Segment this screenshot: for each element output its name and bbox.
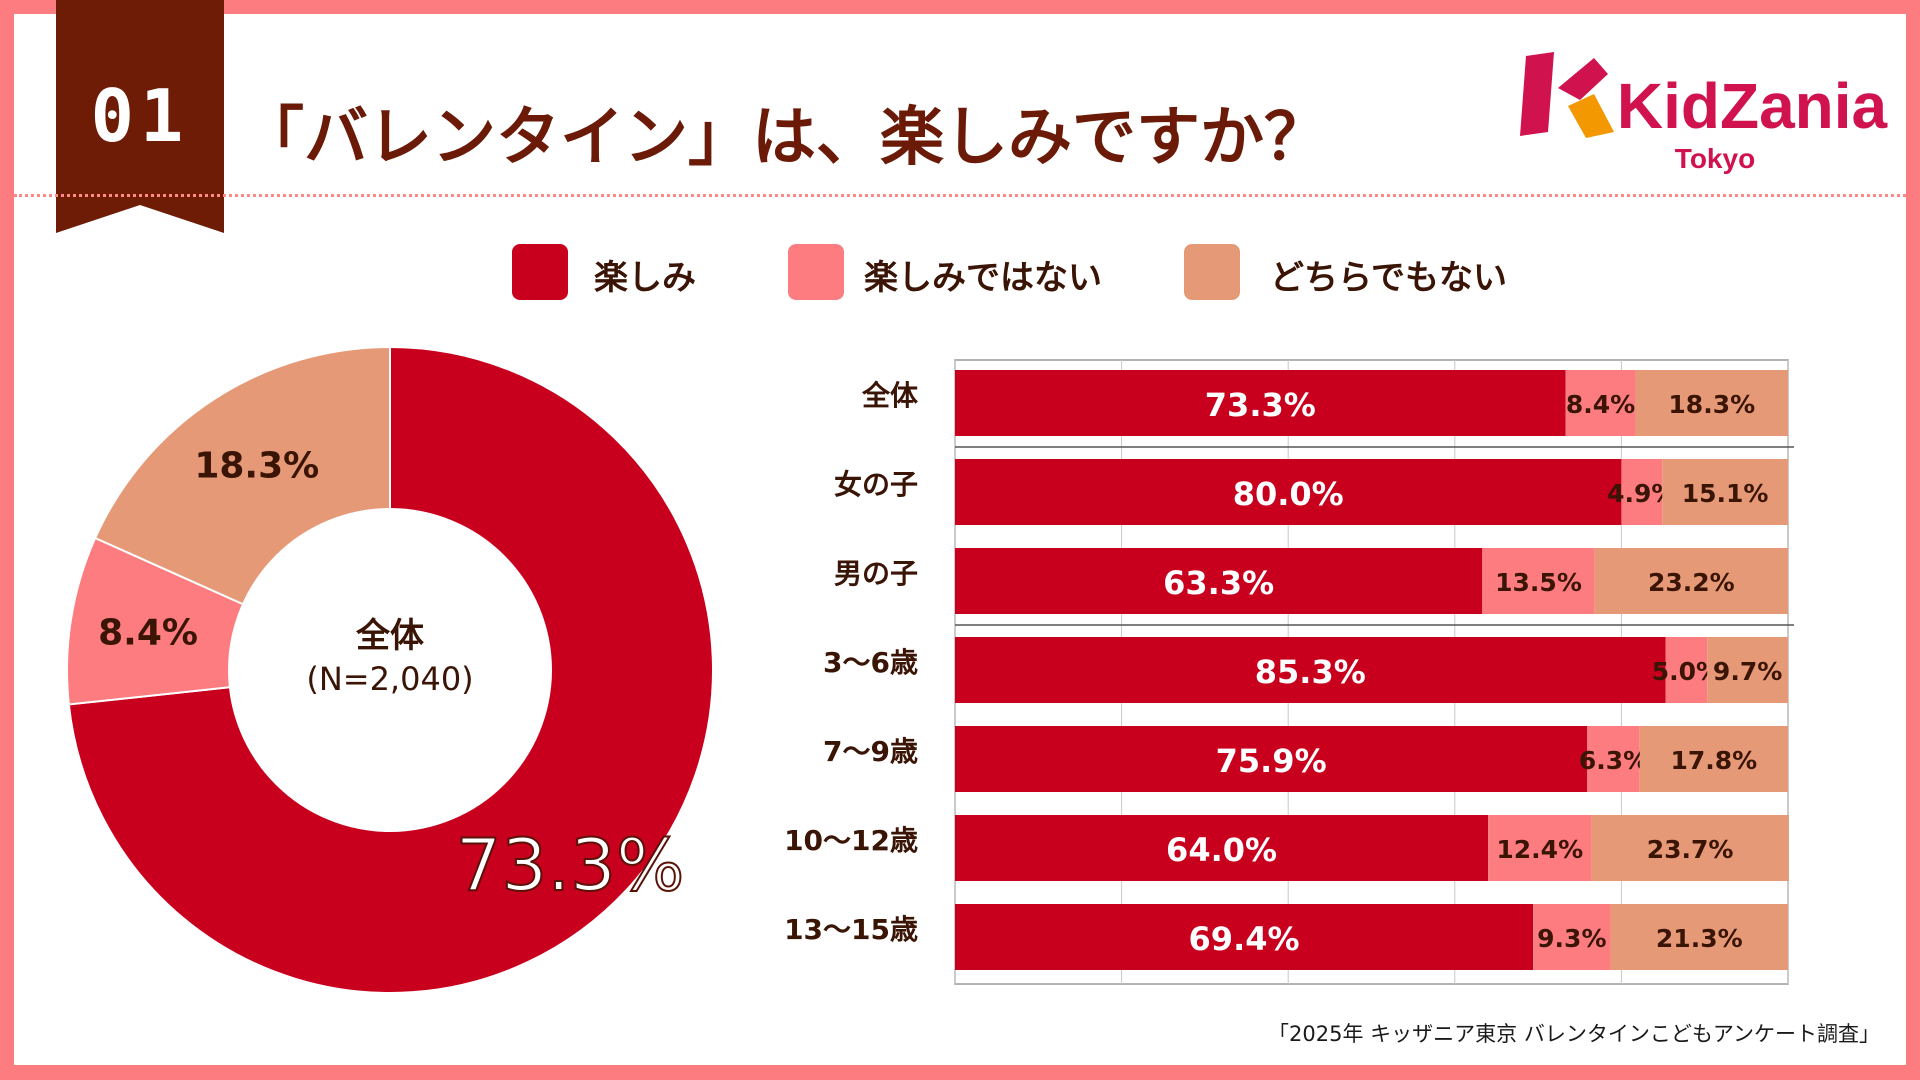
category-label: 男の子: [834, 557, 918, 590]
bar-value-label: 15.1%: [1682, 479, 1769, 508]
bar-value-label: 8.4%: [1566, 390, 1635, 419]
donut-label-not-enjoy: 8.4%: [98, 613, 198, 654]
donut-label-enjoy: 73.3%: [456, 823, 685, 907]
bar-value-label: 85.3%: [1255, 653, 1366, 691]
category-label: 7〜9歳: [823, 735, 918, 768]
donut-center-sub: (N=2,040): [306, 660, 473, 698]
bar-segment-neither: [1662, 459, 1788, 525]
bar-value-label: 80.0%: [1233, 475, 1344, 513]
legend-swatch-not-enjoy: [788, 244, 844, 300]
bar-segment-neither: [1707, 637, 1788, 703]
bar-value-label: 69.4%: [1189, 920, 1300, 958]
donut-label-neither: 18.3%: [194, 445, 319, 486]
legend-label-not-enjoy: 楽しみではない: [864, 258, 1102, 298]
bar-segment-not-enjoy: [1565, 370, 1636, 436]
logo-sub: Tokyo: [1675, 143, 1755, 174]
donut-chart: 全体 (N=2,040) 73.3% 8.4% 18.3%: [66, 345, 714, 994]
bar-value-label: 17.8%: [1670, 746, 1757, 775]
bar-segment-not-enjoy: [1587, 726, 1640, 792]
category-label: 13〜15歳: [784, 913, 918, 946]
kidzania-logo: KidZania Tokyo: [1510, 48, 1906, 180]
bar-value-label: 64.0%: [1166, 831, 1277, 869]
bar-segment-not-enjoy: [1488, 815, 1592, 881]
bar-segment-not-enjoy: [1665, 637, 1708, 703]
bar-value-label: 23.2%: [1648, 568, 1735, 597]
bar-value-label: 23.7%: [1647, 835, 1734, 864]
bar-segment-enjoy: [955, 459, 1622, 525]
legend-swatch-enjoy: [512, 244, 568, 300]
category-label: 3〜6歳: [823, 646, 918, 679]
bar-segment-enjoy: [955, 726, 1588, 792]
bar-segment-neither: [1639, 726, 1788, 792]
legend-label-enjoy: 楽しみ: [594, 258, 696, 298]
header-divider: [14, 194, 1906, 197]
bar-segment-neither: [1635, 370, 1788, 436]
legend-swatch-neither: [1184, 244, 1240, 300]
bar-value-label: 12.4%: [1496, 835, 1583, 864]
bar-value-label: 21.3%: [1656, 924, 1743, 953]
category-label: 全体: [861, 379, 919, 412]
legend-label-neither: どちらでもない: [1270, 258, 1507, 298]
bar-segment-enjoy: [955, 904, 1534, 970]
source-note: 「2025年 キッザニア東京 バレンタインこどもアンケート調査」: [1268, 1022, 1880, 1046]
bar-segment-neither: [1594, 548, 1788, 614]
page-title: 「バレンタイン」は、楽しみですか？: [240, 101, 1328, 175]
category-label: 10〜12歳: [784, 824, 918, 857]
bar-value-label: 13.5%: [1495, 568, 1582, 597]
donut-hole: [228, 508, 552, 832]
bar-segment-not-enjoy: [1482, 548, 1595, 614]
bar-value-label: 63.3%: [1163, 564, 1274, 602]
bar-value-label: 9.3%: [1537, 924, 1606, 953]
logo-brand: KidZania: [1617, 70, 1888, 142]
bar-value-label: 9.7%: [1713, 657, 1782, 686]
bar-value-label: 73.3%: [1205, 386, 1316, 424]
bar-segment-enjoy: [955, 637, 1666, 703]
bar-value-label: 18.3%: [1668, 390, 1755, 419]
category-label: 女の子: [834, 468, 918, 501]
bar-value-label: 6.3%: [1579, 746, 1648, 775]
section-number: 01: [90, 74, 190, 158]
bar-segment-enjoy: [955, 548, 1483, 614]
donut-center-title: 全体: [355, 616, 424, 656]
bar-segment-neither: [1591, 815, 1789, 881]
bar-segment-neither: [1610, 904, 1788, 970]
bar-segment-enjoy: [955, 815, 1489, 881]
bar-value-label: 75.9%: [1216, 742, 1327, 780]
bar-segment-not-enjoy: [1621, 459, 1663, 525]
bar-segment-not-enjoy: [1533, 904, 1611, 970]
kidzania-k-mark: [1520, 52, 1614, 138]
bar-segment-enjoy: [955, 370, 1566, 436]
